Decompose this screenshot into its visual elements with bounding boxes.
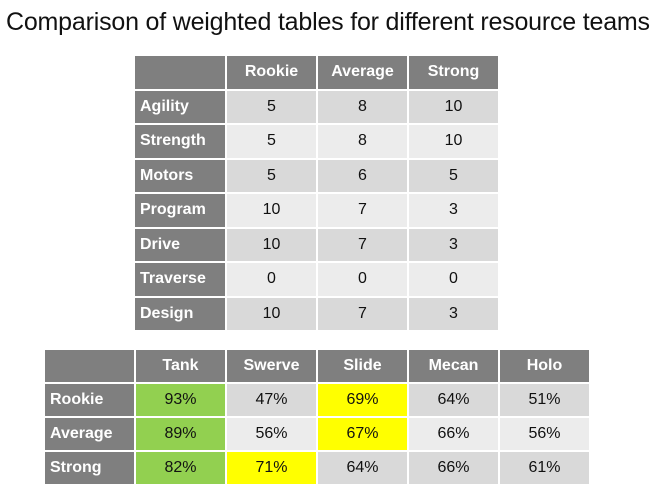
row-header-average: Average [45,418,134,450]
table-cell: 7 [318,194,407,227]
column-header-swerve: Swerve [227,350,316,382]
table-cell: 66% [409,418,498,450]
table-cell: 51% [500,384,589,416]
table-cell: 10 [227,297,316,330]
table-cell: 10 [409,125,498,158]
table-cell: 10 [409,90,498,123]
weights-header-row: Rookie Average Strong [135,56,498,89]
row-header-agility: Agility [135,90,225,123]
column-header-strong: Strong [409,56,498,89]
weights-row: Drive 10 7 3 [135,228,498,261]
weights-row: Design 10 7 3 [135,297,498,330]
row-header-strong: Strong [45,452,134,484]
table-cell: 5 [227,125,316,158]
table-cell: 66% [409,452,498,484]
row-header-program: Program [135,194,225,227]
table-cell: 5 [227,90,316,123]
column-header-slide: Slide [318,350,407,382]
table-cell: 93% [136,384,225,416]
table-cell: 10 [227,194,316,227]
table-cell: 67% [318,418,407,450]
column-header-mecan: Mecan [409,350,498,382]
table-cell: 7 [318,297,407,330]
row-header-drive: Drive [135,228,225,261]
row-header-strength: Strength [135,125,225,158]
column-header-holo: Holo [500,350,589,382]
table-cell: 64% [409,384,498,416]
page-title: Comparison of weighted tables for differ… [6,8,650,36]
table-cell: 3 [409,228,498,261]
table-cell: 61% [500,452,589,484]
weights-row: Program 10 7 3 [135,194,498,227]
table-cell: 6 [318,159,407,192]
weights-row: Traverse 0 0 0 [135,263,498,296]
weights-table: Rookie Average Strong Agility 5 8 10 Strengt… [133,54,500,332]
table-cell: 7 [318,228,407,261]
row-header-design: Design [135,297,225,330]
results-row: Average 89% 56% 67% 66% 56% [45,418,589,450]
table-cell: 56% [227,418,316,450]
table-cell: 3 [409,297,498,330]
table-corner-cell [45,350,134,382]
table-cell: 5 [227,159,316,192]
table-cell: 56% [500,418,589,450]
weights-row: Motors 5 6 5 [135,159,498,192]
table-cell: 71% [227,452,316,484]
column-header-rookie: Rookie [227,56,316,89]
table-cell: 0 [227,263,316,296]
row-header-motors: Motors [135,159,225,192]
table-cell: 0 [409,263,498,296]
table-cell: 82% [136,452,225,484]
table-corner-cell [135,56,225,89]
row-header-traverse: Traverse [135,263,225,296]
table-cell: 64% [318,452,407,484]
table-cell: 5 [409,159,498,192]
column-header-tank: Tank [136,350,225,382]
results-table: Tank Swerve Slide Mecan Holo Rookie 93% 47… [43,348,591,486]
table-cell: 47% [227,384,316,416]
results-header-row: Tank Swerve Slide Mecan Holo [45,350,589,382]
weights-row: Strength 5 8 10 [135,125,498,158]
row-header-rookie: Rookie [45,384,134,416]
weights-row: Agility 5 8 10 [135,90,498,123]
results-row: Strong 82% 71% 64% 66% 61% [45,452,589,484]
table-cell: 0 [318,263,407,296]
table-cell: 8 [318,125,407,158]
table-cell: 10 [227,228,316,261]
column-header-average: Average [318,56,407,89]
table-cell: 8 [318,90,407,123]
results-row: Rookie 93% 47% 69% 64% 51% [45,384,589,416]
table-cell: 69% [318,384,407,416]
table-cell: 89% [136,418,225,450]
table-cell: 3 [409,194,498,227]
